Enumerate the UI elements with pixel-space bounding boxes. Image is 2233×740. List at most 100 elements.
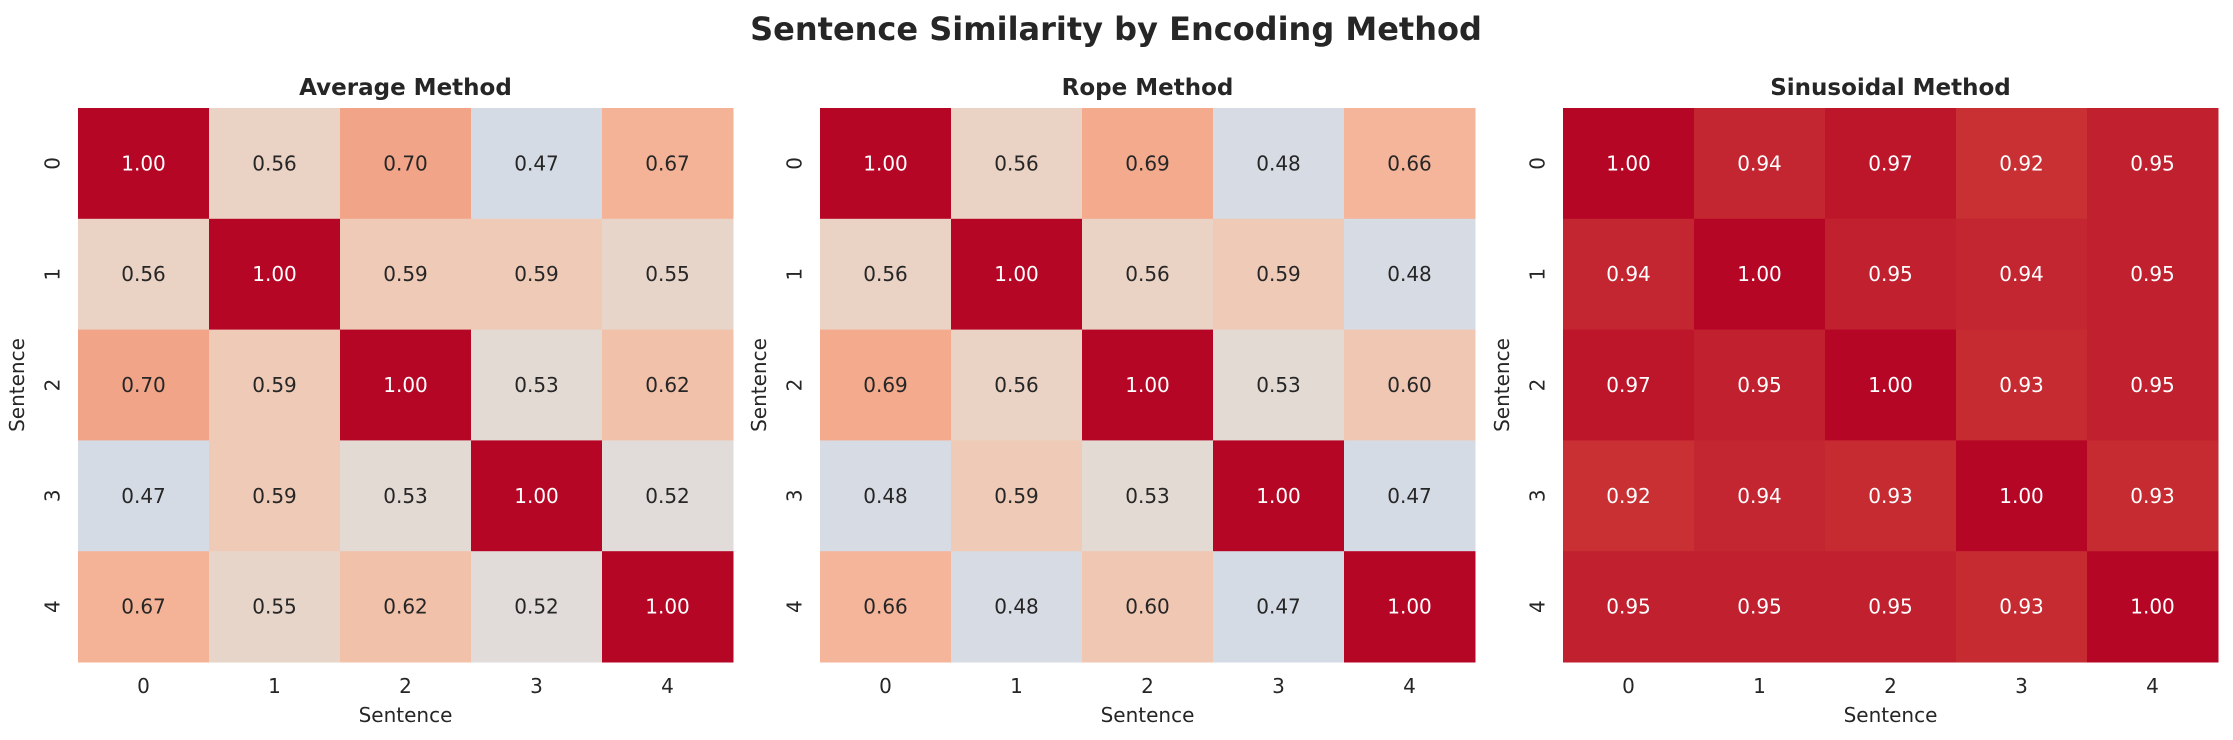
cell-value-label: 0.47 — [1387, 484, 1432, 508]
heatmap-cell — [78, 108, 210, 220]
heatmap-cell — [1956, 551, 2088, 663]
cell-value-label: 0.48 — [1387, 262, 1432, 286]
heatmap-cell — [1213, 108, 1345, 220]
cell-value-label: 0.94 — [1606, 262, 1651, 286]
cell-value-label: 1.00 — [863, 151, 908, 175]
cell-value-label: 0.93 — [1868, 484, 1913, 508]
heatmap-cell — [1694, 551, 1826, 663]
heatmap-cell — [471, 218, 603, 331]
heatmap-cell — [1956, 329, 2088, 441]
heatmap-panel: Sinusoidal Method 1.00 0.94 0.97 0.92 0.95 0.9… — [1490, 75, 2219, 727]
y-tick-label: 4 — [783, 600, 807, 613]
heatmap-cell — [471, 440, 603, 552]
x-tick-label: 3 — [530, 674, 543, 698]
cell-value-label: 0.95 — [1737, 373, 1782, 397]
heatmap-cell — [1213, 329, 1345, 441]
x-tick-label: 3 — [2015, 674, 2028, 698]
heatmap-cell — [209, 329, 341, 441]
y-axis-label: Sentence — [5, 338, 29, 432]
heatmap-cell — [820, 218, 952, 331]
y-tick-label: 2 — [41, 379, 65, 392]
cell-value-label: 0.55 — [645, 262, 690, 286]
cell-value-label: 0.97 — [1868, 151, 1913, 175]
cell-value-label: 0.69 — [863, 373, 908, 397]
panel-title: Sinusoidal Method — [1770, 75, 2011, 101]
cell-value-label: 1.00 — [1999, 484, 2044, 508]
heatmap-cell — [1344, 218, 1476, 331]
heatmap-cell — [471, 329, 603, 441]
cell-value-label: 0.95 — [2130, 151, 2175, 175]
heatmap-cell — [1213, 551, 1345, 663]
heatmap-cell — [1563, 329, 1695, 441]
heatmap-cell — [340, 329, 472, 441]
heatmap-cell — [602, 440, 734, 552]
cell-value-label: 0.59 — [994, 484, 1039, 508]
cell-value-label: 1.00 — [1125, 373, 1170, 397]
heatmap-cell — [471, 551, 603, 663]
heatmap-cell — [602, 108, 734, 220]
cell-value-label: 0.62 — [383, 595, 428, 619]
y-tick-label: 4 — [1526, 600, 1550, 613]
cell-value-label: 0.70 — [383, 151, 428, 175]
heatmap-panel: Rope Method 1.00 0.56 0.69 0.48 0.66 0.56 1.00 0… — [747, 75, 1476, 727]
heatmap-cell — [1563, 108, 1695, 220]
heatmap-cell — [2087, 440, 2219, 552]
y-tick-label: 4 — [41, 600, 65, 613]
cell-value-label: 0.52 — [514, 595, 559, 619]
cell-value-label: 0.47 — [514, 151, 559, 175]
heatmap-cell — [1082, 440, 1214, 552]
heatmap-cell — [1956, 440, 2088, 552]
heatmap-cell — [951, 329, 1083, 441]
heatmap-cell — [820, 108, 952, 220]
y-tick-label: 1 — [1526, 268, 1550, 281]
y-tick-label: 0 — [783, 157, 807, 170]
cell-value-label: 0.56 — [1125, 262, 1170, 286]
cell-value-label: 0.93 — [2130, 484, 2175, 508]
heatmap-cell — [340, 108, 472, 220]
cell-value-label: 0.56 — [994, 373, 1039, 397]
cell-value-label: 1.00 — [645, 595, 690, 619]
heatmap-cell — [1563, 218, 1695, 331]
x-tick-label: 3 — [1272, 674, 1285, 698]
heatmap-cell — [2087, 329, 2219, 441]
cell-value-label: 0.67 — [121, 595, 166, 619]
y-tick-label: 2 — [1526, 379, 1550, 392]
cell-value-label: 1.00 — [1868, 373, 1913, 397]
cell-value-label: 0.94 — [1737, 151, 1782, 175]
cell-value-label: 0.59 — [1256, 262, 1301, 286]
cell-value-label: 1.00 — [252, 262, 297, 286]
heatmap-cell — [1563, 440, 1695, 552]
cell-value-label: 0.47 — [1256, 595, 1301, 619]
heatmap-cell — [820, 440, 952, 552]
y-tick-label: 0 — [1526, 157, 1550, 170]
cell-value-label: 1.00 — [994, 262, 1039, 286]
heatmap-cell — [1082, 551, 1214, 663]
heatmap-cell — [1213, 218, 1345, 331]
x-axis-label: Sentence — [1844, 703, 1938, 727]
heatmap-cell — [1694, 329, 1826, 441]
x-tick-label: 4 — [661, 674, 674, 698]
heatmap-cell — [1694, 108, 1826, 220]
cell-value-label: 1.00 — [121, 151, 166, 175]
cell-value-label: 0.70 — [121, 373, 166, 397]
heatmap-cell — [1956, 218, 2088, 331]
cell-value-label: 0.92 — [1999, 151, 2044, 175]
x-tick-label: 2 — [399, 674, 412, 698]
cell-value-label: 0.95 — [1737, 595, 1782, 619]
cell-value-label: 0.95 — [2130, 373, 2175, 397]
cell-value-label: 0.69 — [1125, 151, 1170, 175]
heatmap-cell — [1956, 108, 2088, 220]
cell-value-label: 1.00 — [514, 484, 559, 508]
heatmap-cell — [1563, 551, 1695, 663]
x-tick-label: 0 — [879, 674, 892, 698]
x-axis-label: Sentence — [1101, 703, 1195, 727]
heatmap-cell — [209, 440, 341, 552]
cell-value-label: 0.92 — [1606, 484, 1651, 508]
cell-value-label: 0.53 — [1256, 373, 1301, 397]
cell-value-label: 0.59 — [514, 262, 559, 286]
x-tick-label: 1 — [1753, 674, 1766, 698]
cell-value-label: 0.93 — [1999, 373, 2044, 397]
cell-value-label: 0.66 — [863, 595, 908, 619]
heatmap-cell — [1213, 440, 1345, 552]
y-tick-label: 1 — [41, 268, 65, 281]
